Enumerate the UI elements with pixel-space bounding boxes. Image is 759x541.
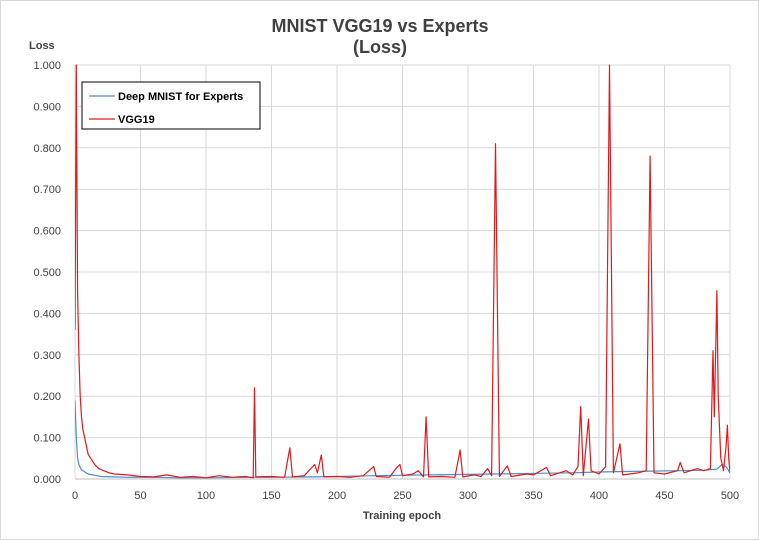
x-tick-label: 50 bbox=[134, 490, 146, 502]
series-line-vgg19 bbox=[75, 64, 730, 479]
x-tick-label: 250 bbox=[393, 490, 411, 502]
legend-box bbox=[81, 81, 261, 130]
series-lines bbox=[75, 64, 730, 479]
y-tick-label: 1.000 bbox=[33, 60, 61, 72]
legend: Deep MNIST for Experts VGG19 bbox=[81, 81, 261, 130]
legend-label-vgg19: VGG19 bbox=[118, 114, 155, 126]
tick-labels: 0 50 100 150 200 250 300 350 400 450 500 0.000 0.100… bbox=[33, 60, 739, 502]
legend-label-deep-mnist: Deep MNIST for Experts bbox=[118, 91, 243, 103]
y-axis-title: Loss bbox=[29, 40, 55, 52]
x-tick-label: 400 bbox=[590, 490, 608, 502]
y-tick-label: 0.800 bbox=[33, 143, 61, 155]
chart-title-line-1: MNIST VGG19 vs Experts bbox=[271, 16, 488, 36]
y-tick-label: 0.700 bbox=[33, 184, 61, 196]
y-tick-label: 0.300 bbox=[33, 350, 61, 362]
x-tick-label: 350 bbox=[524, 490, 542, 502]
chart-title-line-2: (Loss) bbox=[353, 37, 407, 57]
y-tick-label: 0.400 bbox=[33, 308, 61, 320]
x-axis-title: Training epoch bbox=[363, 510, 442, 522]
x-tick-label: 100 bbox=[197, 490, 215, 502]
grid-lines bbox=[74, 64, 731, 480]
y-tick-label: 0.500 bbox=[33, 267, 61, 279]
y-tick-label: 0.000 bbox=[33, 474, 61, 486]
y-tick-label: 0.200 bbox=[33, 391, 61, 403]
x-tick-label: 450 bbox=[655, 490, 673, 502]
y-tick-label: 0.600 bbox=[33, 226, 61, 238]
x-tick-label: 500 bbox=[721, 490, 739, 502]
x-tick-label: 300 bbox=[459, 490, 477, 502]
y-tick-label: 0.900 bbox=[33, 101, 61, 113]
x-tick-label: 0 bbox=[72, 490, 78, 502]
x-tick-label: 150 bbox=[262, 490, 280, 502]
y-tick-label: 0.100 bbox=[33, 433, 61, 445]
x-tick-label: 200 bbox=[328, 490, 346, 502]
